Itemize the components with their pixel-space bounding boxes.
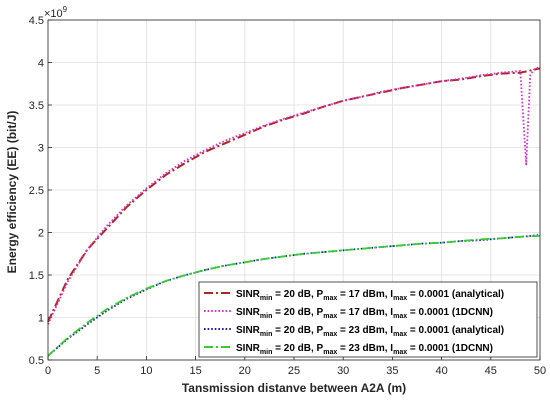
y-tick-label: 2 [38,228,44,240]
x-tick-label: 30 [337,365,349,377]
legend-subscript: max [393,295,407,302]
legend-text-part: = 20 dB, P [272,307,323,318]
plot-frame [47,19,541,361]
y-tick-label: 3 [38,143,44,155]
legend-subscript: min [260,295,272,302]
legend-entry-2: SINRmin = 20 dB, Pmax = 17 dBm, Imax = 0… [236,307,493,320]
legend-entry-3: SINRmin = 20 dB, Pmax = 23 dBm, Imax = 0… [236,325,504,338]
y-axis-label: Energy efficiency (EE) (bit/J) [5,111,19,274]
series-layer [47,65,541,357]
legend-text-part: = 0.0001 (analytical) [407,289,504,300]
legend-subscript: max [393,331,407,338]
legend-text-part: SINR [236,343,261,354]
legend-subscript: max [323,313,337,320]
legend-text-part: = 20 dB, P [272,325,323,336]
legend-subscript: max [323,349,337,356]
y-tick-label: 4.5 [29,15,44,27]
legend-text-part: = 23 dBm, I [337,343,393,354]
series-line-1 [47,67,541,323]
legend-subscript: max [323,295,337,302]
legend-text-part: = 0.0001 (1DCNN) [407,343,493,354]
y-tick-label: 1 [38,313,44,325]
x-tick-label: 50 [534,365,546,377]
x-tick-label: 15 [189,365,201,377]
legend-text-part: = 20 dB, P [272,289,323,300]
legend-text-part: = 23 dBm, I [337,325,393,336]
legend-subscript: max [393,349,407,356]
y-tick-label: 2.5 [29,185,44,197]
x-tick-label: 5 [94,365,100,377]
x-tick-label: 35 [386,365,398,377]
legend: SINRmin = 20 dB, Pmax = 17 dBm, Imax = 0… [198,281,538,358]
legend-text-part: SINR [236,325,261,336]
legend-text-part: = 17 dBm, I [337,289,393,300]
y-tick-label: 1.5 [29,270,44,282]
legend-text-part: = 0.0001 (analytical) [407,325,504,336]
x-tick-label: 25 [288,365,300,377]
tick-labels: 0 5 10 15 20 25 30 35 40 45 50 0.5 1 1.5 2 2.5 3 3.5 4 4.5 [29,15,546,377]
y-tick-label: 3.5 [29,100,44,112]
legend-text-part: = 17 dBm, I [337,307,393,318]
x-tick-label: 45 [485,365,497,377]
legend-entry-4: SINRmin = 20 dB, Pmax = 23 dBm, Imax = 0… [236,343,493,356]
x-tick-label: 40 [435,365,447,377]
y-tick-label: 0.5 [29,355,44,367]
legend-text-part: SINR [236,307,261,318]
legend-subscript: max [323,331,337,338]
legend-text-part: = 20 dB, P [272,343,323,354]
y-exponent-label: ×109 [44,5,68,20]
legend-subscript: min [260,331,272,338]
legend-text-part: = 0.0001 (1DCNN) [407,307,493,318]
legend-subscript: max [393,313,407,320]
y-exponent-power: 9 [63,5,68,14]
legend-box [198,281,538,358]
legend-entry-1: SINRmin = 20 dB, Pmax = 17 dBm, Imax = 0… [236,289,504,302]
legend-text-part: SINR [236,289,261,300]
x-tick-label: 0 [45,365,51,377]
legend-subscript: min [260,313,272,320]
y-tick-label: 4 [38,58,44,70]
series-line-3 [47,234,541,357]
legend-subscript: min [260,349,272,356]
x-tick-label: 10 [140,365,152,377]
x-axis-label: Tansmission distanve between A2A (m) [182,381,406,395]
y-exponent-base: ×10 [44,8,63,20]
x-tick-label: 20 [239,365,251,377]
